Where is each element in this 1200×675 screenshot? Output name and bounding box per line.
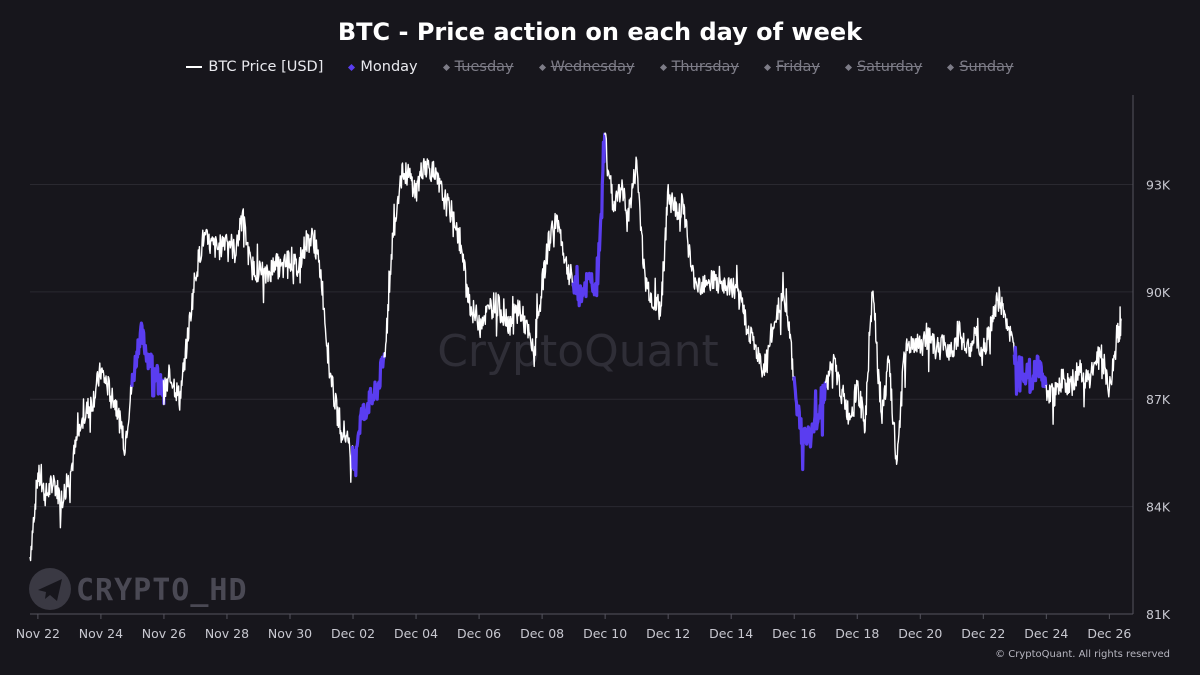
monday-highlight-line (571, 132, 607, 308)
x-tick-label: Dec 08 (520, 626, 564, 641)
x-tick-label: Nov 24 (79, 626, 123, 641)
y-tick-label: 87K (1146, 392, 1171, 407)
copyright-footer: © CryptoQuant. All rights reserved (995, 649, 1170, 660)
legend-item-friday[interactable]: Friday (763, 59, 820, 75)
x-tick-label: Dec 26 (1087, 626, 1131, 641)
x-tick-label: Nov 22 (16, 626, 60, 641)
btc-price-line (383, 157, 575, 368)
telegram-plane-shape (38, 579, 62, 601)
x-tick-label: Dec 16 (772, 626, 816, 641)
x-tick-label: Nov 28 (205, 626, 249, 641)
legend-label: Tuesday (454, 59, 514, 75)
x-tick-label: Dec 20 (898, 626, 942, 641)
chart-legend: BTC Price [USD] Monday Tuesday Wednesday Thu… (0, 59, 1200, 75)
btc-price-line (29, 362, 134, 562)
x-tick-label: Dec 18 (835, 626, 879, 641)
monday-highlight-line (130, 321, 166, 405)
x-tick-label: Nov 26 (142, 626, 186, 641)
legend-label: Thursday (671, 59, 740, 75)
crypto-hd-text: CRYPTO_HD (76, 573, 248, 608)
legend-item-sunday[interactable]: Sunday (947, 59, 1014, 75)
y-tick-label: 81K (1146, 607, 1171, 622)
legend-item-saturday[interactable]: Saturday (844, 59, 923, 75)
line-swatch-icon (186, 66, 203, 68)
y-tick-label: 93K (1146, 177, 1171, 192)
monday-highlight-line (350, 352, 387, 478)
legend-label: Saturday (856, 59, 923, 75)
btc-price-line (162, 208, 354, 483)
x-tick-label: Dec 12 (646, 626, 690, 641)
legend-label: Wednesday (550, 59, 635, 75)
legend-item-wednesday[interactable]: Wednesday (538, 59, 635, 75)
series-lines (29, 132, 1122, 562)
legend-item-monday[interactable]: Monday (348, 59, 418, 75)
x-tick-label: Dec 22 (961, 626, 1005, 641)
legend-label: Sunday (959, 59, 1014, 75)
x-tick-label: Nov 30 (268, 626, 312, 641)
crypto-hd-watermark: CRYPTO_HD (29, 568, 248, 610)
x-tick-label: Dec 10 (583, 626, 627, 641)
y-tick-label: 84K (1146, 500, 1171, 515)
chart-title: BTC - Price action on each day of week (337, 18, 863, 46)
legend-label: BTC Price [USD] (208, 59, 324, 75)
btc-price-line (603, 132, 795, 381)
grid-lines (30, 183, 1133, 508)
x-tick-label: Dec 04 (394, 626, 438, 641)
legend-item-btc-price-usd[interactable]: BTC Price [USD] (186, 59, 323, 75)
axes: 81K 84K 87K 90K 93K Nov 22 Nov 24 Nov 26 Nov 28 N… (16, 95, 1171, 641)
legend-item-tuesday[interactable]: Tuesday (442, 59, 514, 75)
x-tick-label: Dec 24 (1024, 626, 1068, 641)
legend-item-thursday[interactable]: Thursday (659, 59, 740, 75)
btc-price-line (824, 286, 1016, 465)
cryptoquant-watermark: CryptoQuant (437, 326, 719, 377)
legend-label: Monday (360, 59, 418, 75)
x-tick-label: Dec 02 (331, 626, 375, 641)
legend-label: Friday (776, 59, 820, 75)
monday-highlight-line (792, 375, 827, 472)
monday-highlight-line (1012, 345, 1048, 396)
x-tick-label: Dec 14 (709, 626, 753, 641)
y-tick-label: 90K (1146, 285, 1171, 300)
x-tick-label: Dec 06 (457, 626, 501, 641)
btc-price-line (1045, 306, 1122, 425)
